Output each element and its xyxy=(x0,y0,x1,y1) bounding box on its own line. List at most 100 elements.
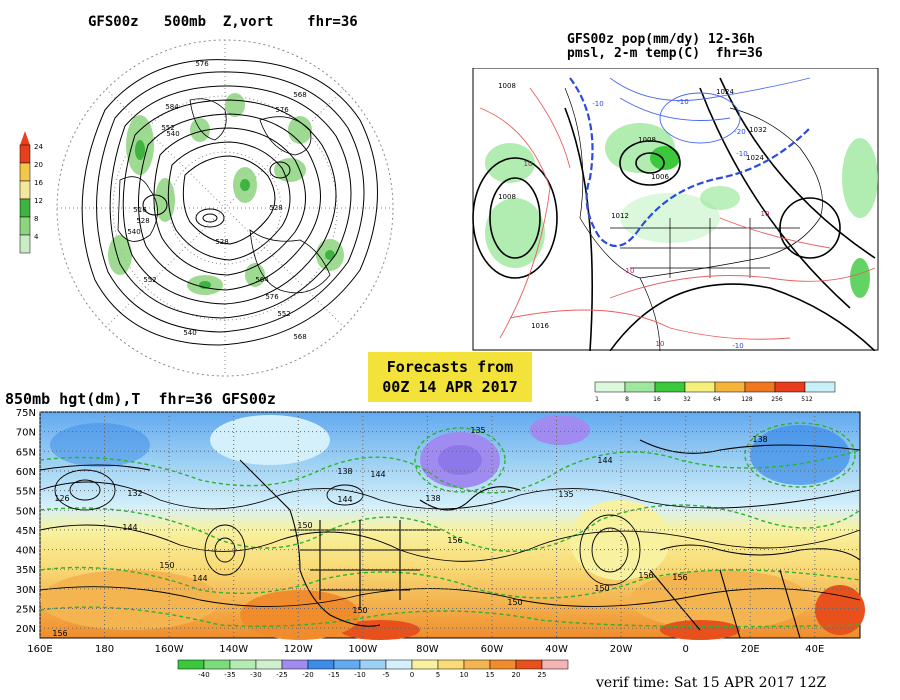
temp-legend-tick: -40 xyxy=(198,671,209,678)
height-contour-label: 156 xyxy=(672,573,687,582)
legend-tick-label: 16 xyxy=(34,179,43,187)
height-contour-label: 150 xyxy=(352,606,367,615)
height-contour-label: 144 xyxy=(122,523,137,532)
isotherms-warm xyxy=(479,87,876,340)
longitude-label: 20E xyxy=(741,644,760,655)
precip-legend-swatch xyxy=(774,381,806,393)
longitude-label: 140W xyxy=(219,644,248,655)
isotherm-label: 10 xyxy=(761,210,770,218)
precip-legend-tick: 1 xyxy=(595,396,599,403)
legend-swatch xyxy=(19,216,31,236)
precip-legend-tick: 256 xyxy=(771,396,783,403)
polar-contour-label: 516 xyxy=(133,206,147,214)
polar-contour-label: 540 xyxy=(127,228,140,236)
temp-legend-tick: -20 xyxy=(302,671,313,678)
latitude-label: 65N xyxy=(16,447,36,458)
longitude-label: 80W xyxy=(416,644,439,655)
temperature-legend: -40 -35 -30 -25 -20 -15 -10 -5 0 5 10 15 20 25 xyxy=(177,659,569,678)
latitude-label: 70N xyxy=(16,428,36,439)
height-contour-label: 156 xyxy=(447,536,462,545)
coastlines xyxy=(564,87,823,351)
height-contour-label: 150 xyxy=(507,598,522,607)
temp-legend-tick: -5 xyxy=(383,671,390,678)
height-contour-label: 144 xyxy=(370,470,385,479)
longitude-label: 40E xyxy=(805,644,824,655)
polar-map-title: GFS00z 500mb Z,vort fhr=36 xyxy=(88,14,358,30)
temp-legend-swatch xyxy=(229,659,257,670)
legend-swatch xyxy=(19,162,31,182)
forecast-init-line1: Forecasts from xyxy=(386,358,514,376)
isotherms-cold xyxy=(609,77,811,144)
polar-contour-label: 528 xyxy=(215,238,228,246)
precip-legend-tick: 16 xyxy=(653,396,661,403)
longitude-label: 120W xyxy=(284,644,313,655)
temp-legend-swatch xyxy=(177,659,205,670)
precip-legend-tick: 128 xyxy=(741,396,753,403)
isotherm-label: -10 xyxy=(736,150,747,158)
legend-swatch xyxy=(19,234,31,254)
height-contour-label: 126 xyxy=(54,494,69,503)
temp-legend-swatch xyxy=(281,659,309,670)
legend-tick-label: 12 xyxy=(34,197,43,205)
precip-legend: 1 8 16 32 64 128 256 512 xyxy=(594,381,836,403)
polar-contour-label: 552 xyxy=(161,124,174,132)
polar-contour-label: 528 xyxy=(269,204,282,212)
polar-contour-label: 528 xyxy=(136,217,149,225)
precip-legend-swatch xyxy=(804,381,836,393)
height-contour-label: 156 xyxy=(52,629,67,638)
latitude-label: 75N xyxy=(16,408,36,419)
longitude-label: 180 xyxy=(95,644,114,655)
latitude-label: 60N xyxy=(16,467,36,478)
height-contour-label: 138 xyxy=(337,467,352,476)
height-contour-label: 138 xyxy=(425,494,440,503)
temp-legend-tick: -30 xyxy=(250,671,261,678)
temp-legend-swatch xyxy=(489,659,517,670)
legend-swatch xyxy=(19,144,31,164)
legend-tick-label: 20 xyxy=(34,161,43,169)
polar-contour-label: 576 xyxy=(195,60,209,68)
longitude-label: 40W xyxy=(545,644,568,655)
precip-legend-tick: 64 xyxy=(713,396,721,403)
isobar-label: 1024 xyxy=(716,88,734,96)
isobar-label: 1016 xyxy=(531,322,549,330)
temp-legend-swatch xyxy=(385,659,413,670)
temp-legend-swatch xyxy=(203,659,231,670)
longitude-label: 20W xyxy=(610,644,633,655)
temp-legend-swatch xyxy=(437,659,465,670)
height-contour-label: 150 xyxy=(297,521,312,530)
height-contour-label: 156 xyxy=(638,571,653,580)
latitude-label: 45N xyxy=(16,526,36,537)
legend-tick-label: 8 xyxy=(34,215,38,223)
precip-legend-tick: 512 xyxy=(801,396,813,403)
temp-legend-tick: -10 xyxy=(354,671,365,678)
height-contour-label: 150 xyxy=(594,584,609,593)
temp-legend-swatch xyxy=(307,659,335,670)
precip-legend-tick: 32 xyxy=(683,396,691,403)
latitude-label: 35N xyxy=(16,565,36,576)
temp-legend-tick: -15 xyxy=(328,671,339,678)
height-contour-label: 138 xyxy=(752,435,767,444)
precip-legend-swatch xyxy=(684,381,716,393)
polar-contour-label: 552 xyxy=(277,310,290,318)
height-contour-label: 135 xyxy=(558,490,573,499)
isotherm-label: -10 xyxy=(592,100,603,108)
isobar-label: 1008 xyxy=(638,136,656,144)
polar-contour-label: 584 xyxy=(165,103,179,111)
isotherms xyxy=(39,422,861,628)
isotherm-label: -10 xyxy=(677,98,688,106)
freezing-line xyxy=(569,77,811,248)
latitude-label: 55N xyxy=(16,487,36,498)
temp-legend-swatch xyxy=(333,659,361,670)
isotherm-label: 10 xyxy=(656,340,665,348)
polar-contour-label: 576 xyxy=(275,106,289,114)
longitude-label: 0 xyxy=(682,644,688,655)
latitude-label: 40N xyxy=(16,546,36,557)
legend-arrow-top xyxy=(20,131,30,145)
longitude-label: 100W xyxy=(348,644,377,655)
legend-tick-label: 4 xyxy=(34,233,39,241)
height-contour-label: 150 xyxy=(159,561,174,570)
polar-map-panel: 24 20 16 12 8 4 xyxy=(19,39,394,377)
longitude-label: 160E xyxy=(27,644,52,655)
height-contour-label: 144 xyxy=(597,456,612,465)
isotherm-label: -10 xyxy=(732,342,743,350)
